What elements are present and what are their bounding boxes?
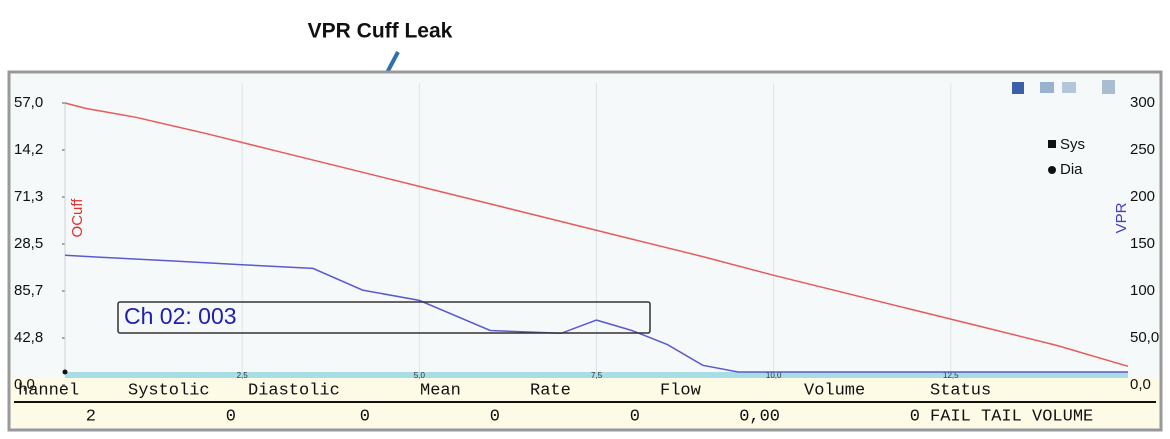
y2-tick-label: 150	[1130, 235, 1155, 252]
legend-label: Sys	[1060, 136, 1085, 153]
x-tick-label: 12,5	[943, 371, 959, 380]
table-header: Volume	[804, 381, 865, 400]
legend-label: Dia	[1060, 161, 1083, 178]
channel-box	[117, 301, 651, 334]
table-cell: 2	[86, 407, 96, 426]
y-tick-label: 85,7	[14, 282, 43, 299]
table-cell: 0,00	[739, 407, 780, 426]
y2-axis-label: VPR	[1113, 202, 1130, 233]
origin-dot	[62, 369, 68, 375]
table-cell: 0	[910, 407, 920, 426]
table-header: Status	[930, 381, 991, 400]
y2-tick-label: 100	[1130, 282, 1155, 299]
toolbar	[1012, 80, 1115, 94]
annotation: VPR Cuff Leak	[308, 20, 453, 43]
table-header: Rate	[530, 381, 571, 400]
y2-tick-label: 0,0	[1130, 376, 1151, 393]
table-cell: 0	[226, 407, 236, 426]
legend-marker	[1048, 166, 1056, 174]
legend: Sys Dia	[1048, 136, 1085, 178]
table-header: Systolic	[128, 381, 210, 400]
paste-icon[interactable]	[1062, 82, 1076, 93]
x-tick-label: 5,0	[414, 371, 426, 380]
y2-tick-label: 300	[1130, 94, 1155, 111]
table-cell: FAIL TAIL VOLUME	[930, 407, 1093, 426]
x-axis-band	[65, 372, 1128, 378]
y-tick-label: 28,5	[14, 235, 43, 252]
x-tick-label: 2,5	[237, 371, 249, 380]
table-cell: 0	[490, 407, 500, 426]
table-header: Flow	[660, 381, 702, 400]
save-icon[interactable]	[1012, 82, 1024, 94]
y-tick-label: 0,0	[14, 376, 35, 393]
y-tick-label: 42,8	[14, 329, 43, 346]
table-header: hannel	[18, 381, 79, 400]
table-header: Diastolic	[248, 381, 340, 400]
x-tick-label: 7,5	[591, 371, 603, 380]
legend-marker	[1048, 140, 1056, 148]
y-tick-label: 57,0	[14, 94, 43, 111]
table-cell: 0	[360, 407, 370, 426]
table-cell: 0	[630, 407, 640, 426]
y2-tick-label: 250	[1130, 141, 1155, 158]
y-axis-label: OCuff	[69, 198, 86, 238]
print-icon[interactable]	[1102, 80, 1115, 94]
y-tick-label: 14,2	[14, 141, 43, 158]
y2-tick-label: 50,0	[1130, 329, 1159, 346]
table-header: Mean	[420, 381, 461, 400]
y-tick-label: 71,3	[14, 188, 43, 205]
y2-tick-label: 200	[1130, 188, 1155, 205]
x-tick-label: 10,0	[766, 371, 782, 380]
copy-icon[interactable]	[1040, 82, 1054, 93]
channel-label: Ch 02: 003	[124, 303, 237, 329]
series-line	[64, 102, 1129, 368]
